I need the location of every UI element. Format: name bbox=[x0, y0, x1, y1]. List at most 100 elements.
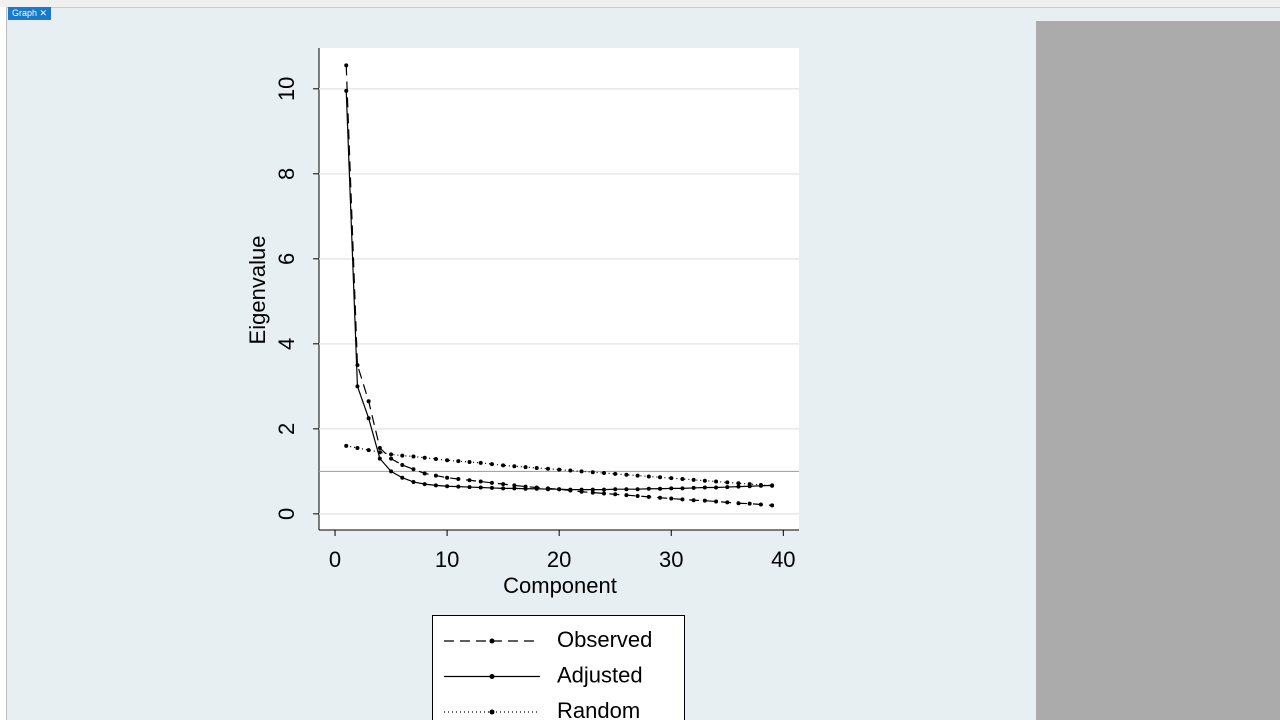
point bbox=[680, 497, 685, 502]
point bbox=[422, 455, 427, 460]
point bbox=[366, 399, 371, 404]
point bbox=[400, 462, 405, 467]
point bbox=[478, 460, 483, 465]
point bbox=[355, 445, 360, 450]
point bbox=[691, 485, 696, 490]
chart: Component Eigenvalue 0 2 4 6 8 10 0 10 20 30 40 Obs… bbox=[245, 48, 799, 720]
point bbox=[736, 484, 741, 489]
point bbox=[512, 483, 517, 488]
x-tick-label: 10 bbox=[435, 547, 459, 572]
point bbox=[669, 486, 674, 491]
point bbox=[366, 448, 371, 453]
tab-label: Graph bbox=[12, 8, 38, 18]
point bbox=[568, 468, 573, 473]
point bbox=[377, 456, 382, 461]
point bbox=[433, 473, 438, 478]
point bbox=[445, 458, 450, 463]
graph-tab[interactable]: Graph ✕ bbox=[8, 7, 52, 20]
point bbox=[669, 496, 674, 501]
point bbox=[624, 493, 629, 498]
x-tick-label: 40 bbox=[771, 547, 795, 572]
point bbox=[714, 485, 719, 490]
point bbox=[646, 474, 651, 479]
point bbox=[702, 498, 707, 503]
point bbox=[545, 466, 550, 471]
point bbox=[624, 487, 629, 492]
legend-marker bbox=[489, 709, 495, 715]
point bbox=[478, 479, 483, 484]
point bbox=[635, 473, 640, 478]
point bbox=[613, 471, 618, 476]
point bbox=[433, 457, 438, 462]
point bbox=[501, 482, 506, 487]
y-tick-label: 4 bbox=[274, 338, 299, 350]
point bbox=[366, 416, 371, 421]
point bbox=[501, 463, 506, 468]
point bbox=[400, 453, 405, 458]
point bbox=[590, 487, 595, 492]
point bbox=[770, 483, 775, 488]
point bbox=[691, 477, 696, 482]
y-tick-label: 6 bbox=[274, 253, 299, 265]
point bbox=[557, 467, 562, 472]
y-tick-label: 10 bbox=[274, 77, 299, 101]
point bbox=[489, 485, 494, 490]
point bbox=[736, 481, 741, 486]
point bbox=[389, 469, 394, 474]
point bbox=[758, 502, 763, 507]
point bbox=[344, 88, 349, 93]
point bbox=[601, 487, 606, 492]
point bbox=[422, 482, 427, 487]
point bbox=[635, 493, 640, 498]
point bbox=[467, 478, 472, 483]
point bbox=[691, 498, 696, 503]
point bbox=[422, 471, 427, 476]
point bbox=[411, 454, 416, 459]
point bbox=[736, 501, 741, 506]
point bbox=[714, 499, 719, 504]
point bbox=[646, 494, 651, 499]
point bbox=[377, 445, 382, 450]
legend-marker bbox=[489, 674, 495, 679]
point bbox=[624, 472, 629, 477]
point bbox=[534, 465, 539, 470]
y-tick-label: 0 bbox=[274, 508, 299, 520]
point bbox=[489, 480, 494, 485]
point bbox=[590, 470, 595, 475]
point bbox=[400, 475, 405, 480]
x-tick-label: 20 bbox=[547, 547, 571, 572]
point bbox=[714, 479, 719, 484]
point bbox=[501, 486, 506, 491]
point bbox=[355, 384, 360, 389]
y-axis-label: Eigenvalue bbox=[245, 236, 270, 345]
point bbox=[747, 482, 752, 487]
point bbox=[725, 500, 730, 505]
point bbox=[646, 486, 651, 491]
point bbox=[489, 462, 494, 467]
point bbox=[635, 487, 640, 492]
point bbox=[512, 486, 517, 491]
point bbox=[568, 487, 573, 492]
y-tick-label: 2 bbox=[274, 423, 299, 435]
legend bbox=[432, 615, 685, 720]
point bbox=[725, 485, 730, 490]
point bbox=[725, 480, 730, 485]
point bbox=[770, 503, 775, 508]
side-strip bbox=[0, 7, 7, 720]
series-line bbox=[346, 445, 773, 487]
point bbox=[445, 484, 450, 489]
point bbox=[523, 465, 528, 470]
point bbox=[658, 475, 663, 480]
legend-label: Random bbox=[557, 698, 640, 720]
point bbox=[601, 471, 606, 476]
point bbox=[680, 476, 685, 481]
point bbox=[389, 452, 394, 457]
point bbox=[512, 464, 517, 469]
x-axis-label: Component bbox=[503, 573, 617, 598]
y-tick-label: 8 bbox=[274, 168, 299, 180]
point bbox=[478, 485, 483, 490]
point bbox=[669, 476, 674, 481]
empty-area bbox=[1036, 21, 1280, 720]
point bbox=[467, 485, 472, 490]
